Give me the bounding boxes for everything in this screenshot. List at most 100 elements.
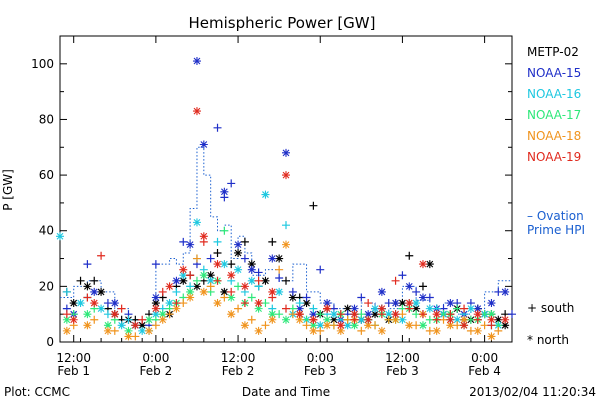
point-north xyxy=(323,321,332,330)
legend-entry: NOAA-19 xyxy=(527,150,581,164)
point-north xyxy=(234,248,243,257)
point-north xyxy=(323,315,332,324)
point-north xyxy=(62,326,71,335)
ovation-legend-label-2: Prime HPI xyxy=(527,223,585,237)
point-south xyxy=(480,321,489,330)
point-north xyxy=(56,232,64,241)
point-south xyxy=(227,287,236,296)
point-north xyxy=(97,287,106,296)
x-tick-label: 0:00 xyxy=(471,351,498,365)
point-south xyxy=(357,326,366,335)
ovation-legend-label: – Ovation xyxy=(527,209,584,223)
point-north xyxy=(384,310,393,319)
point-south xyxy=(213,248,222,257)
x-tick-date-label: Feb 2 xyxy=(140,364,173,378)
point-south xyxy=(220,293,229,302)
y-tick-label: 60 xyxy=(39,168,54,182)
south-symbol-legend: + south xyxy=(527,301,574,315)
point-north xyxy=(69,299,78,308)
point-north xyxy=(172,276,181,285)
legend-entry: NOAA-18 xyxy=(527,129,581,143)
point-north xyxy=(268,254,277,263)
point-north xyxy=(473,310,482,319)
point-north xyxy=(199,271,208,280)
point-south xyxy=(453,304,462,313)
point-north xyxy=(227,293,236,302)
point-south xyxy=(240,254,249,263)
point-north xyxy=(268,287,277,296)
point-north xyxy=(76,299,85,308)
point-north xyxy=(282,171,290,180)
point-south xyxy=(151,321,160,330)
point-south xyxy=(138,315,147,324)
point-north xyxy=(158,315,167,324)
point-north xyxy=(97,304,106,313)
y-tick-label: 80 xyxy=(39,112,54,126)
point-north xyxy=(391,310,400,319)
point-south xyxy=(206,282,215,291)
point-north xyxy=(124,326,133,335)
point-south xyxy=(254,276,263,285)
point-south xyxy=(384,315,393,324)
point-north xyxy=(206,271,215,280)
plot-frame xyxy=(59,35,513,343)
point-south xyxy=(62,310,71,319)
point-north xyxy=(124,332,133,341)
point-north xyxy=(172,304,181,313)
point-north xyxy=(446,315,455,324)
point-north xyxy=(350,310,359,319)
x-tick-date-label: Feb 1 xyxy=(57,364,90,378)
point-north xyxy=(418,293,427,302)
north-symbol-legend: * north xyxy=(527,333,569,347)
point-south xyxy=(206,254,215,263)
point-south xyxy=(213,123,222,132)
point-north xyxy=(487,315,496,324)
point-north xyxy=(309,321,318,330)
point-south xyxy=(371,321,380,330)
point-south xyxy=(282,276,290,285)
point-south xyxy=(240,237,249,246)
point-north xyxy=(371,310,380,319)
point-south xyxy=(97,251,106,260)
point-north xyxy=(275,287,284,296)
point-south xyxy=(275,310,284,319)
point-south xyxy=(117,304,126,313)
point-north xyxy=(364,321,373,330)
point-south xyxy=(151,260,160,269)
point-north xyxy=(90,299,99,308)
point-north xyxy=(398,315,407,324)
point-north xyxy=(268,315,277,324)
point-north xyxy=(309,326,318,335)
point-south xyxy=(103,299,112,308)
point-north xyxy=(460,315,469,324)
point-south xyxy=(309,201,318,210)
point-north xyxy=(254,304,263,313)
point-north xyxy=(110,299,119,308)
point-north xyxy=(487,299,496,308)
point-south xyxy=(282,304,290,313)
point-north xyxy=(179,276,188,285)
point-south xyxy=(494,287,503,296)
point-north xyxy=(192,57,201,66)
point-north xyxy=(418,260,427,269)
point-north xyxy=(151,304,160,313)
point-south xyxy=(247,315,256,324)
x-tick-label: 12:00 xyxy=(221,351,256,365)
point-north xyxy=(192,218,201,227)
point-north xyxy=(83,321,92,330)
point-north xyxy=(145,326,154,335)
point-south xyxy=(453,321,462,330)
point-north xyxy=(186,293,195,302)
point-north xyxy=(405,321,414,330)
point-north xyxy=(240,321,249,330)
point-north xyxy=(179,271,188,280)
point-north xyxy=(268,310,277,319)
point-south xyxy=(282,221,290,230)
point-south xyxy=(494,326,503,335)
point-south xyxy=(364,299,373,308)
point-north xyxy=(329,315,338,324)
point-north xyxy=(425,260,434,269)
point-south xyxy=(418,310,427,319)
point-north xyxy=(418,321,427,330)
legend-entry: NOAA-15 xyxy=(527,66,581,80)
